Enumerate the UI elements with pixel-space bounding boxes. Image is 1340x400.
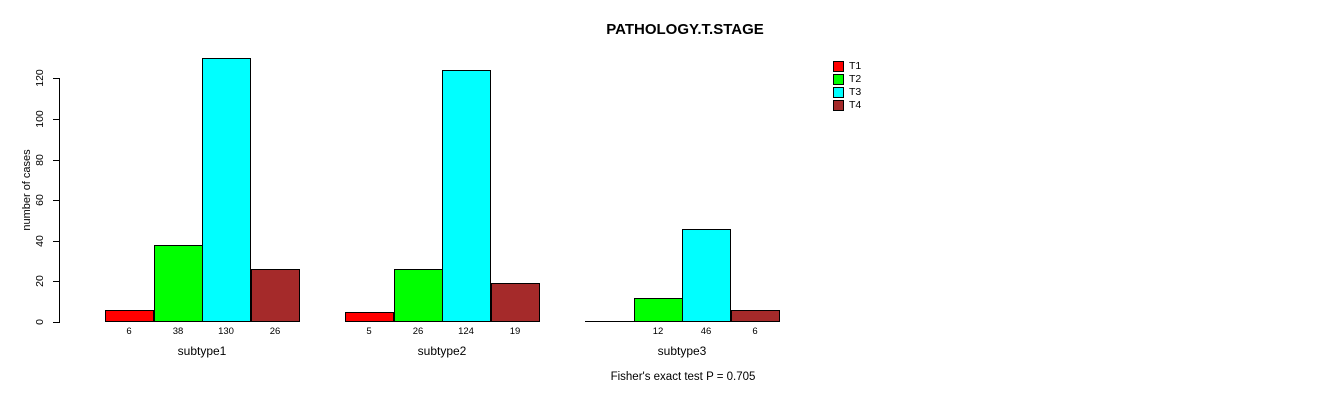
chart-title: PATHOLOGY.T.STAGE bbox=[606, 21, 764, 38]
category-label-subtype2: subtype2 bbox=[417, 344, 467, 358]
bar-value-label: 6 bbox=[752, 326, 758, 337]
legend-item-T3: T3 bbox=[833, 87, 861, 98]
legend-item-T2: T2 bbox=[833, 74, 861, 85]
bar-value-label: 26 bbox=[269, 326, 281, 337]
legend-item-T4: T4 bbox=[833, 100, 861, 111]
category-label-subtype1: subtype1 bbox=[177, 344, 227, 358]
legend-label: T1 bbox=[849, 60, 862, 72]
bar-T2-subtype3 bbox=[634, 298, 683, 322]
legend-swatch-T2 bbox=[833, 74, 844, 85]
bar-T3-subtype2 bbox=[442, 70, 491, 322]
bar-value-label: 12 bbox=[652, 326, 664, 337]
y-axis-line bbox=[59, 78, 60, 323]
legend: T1 T2 T3 T4 bbox=[833, 61, 861, 111]
y-axis-tick-label: 20 bbox=[34, 275, 46, 287]
legend-swatch-T3 bbox=[833, 87, 844, 98]
bar-T4-subtype1 bbox=[251, 269, 300, 322]
legend-label: T4 bbox=[849, 99, 862, 111]
y-axis-tick bbox=[53, 119, 59, 120]
y-axis-tick-label: 60 bbox=[34, 194, 46, 206]
bar-value-label: 130 bbox=[218, 326, 234, 337]
bar-T1-subtype3 bbox=[585, 321, 634, 322]
y-axis-tick bbox=[53, 160, 59, 161]
annotation-text: Fisher's exact test P = 0.705 bbox=[610, 371, 756, 383]
legend-swatch-T1 bbox=[833, 61, 844, 72]
bar-T1-subtype2 bbox=[345, 312, 394, 322]
y-axis-tick bbox=[53, 241, 59, 242]
legend-label: T3 bbox=[849, 86, 862, 98]
bar-value-label: 38 bbox=[172, 326, 184, 337]
y-axis-tick-label: 80 bbox=[34, 154, 46, 166]
y-axis-tick bbox=[53, 322, 59, 323]
y-axis-tick bbox=[53, 78, 59, 79]
bar-value-label: 124 bbox=[458, 326, 474, 337]
y-axis-tick-label: 0 bbox=[34, 319, 46, 325]
category-label-subtype3: subtype3 bbox=[657, 344, 707, 358]
bar-value-label: 26 bbox=[412, 326, 424, 337]
bar-T2-subtype2 bbox=[394, 269, 443, 322]
y-axis-tick bbox=[53, 200, 59, 201]
bar-T4-subtype2 bbox=[491, 283, 540, 322]
bar-T4-subtype3 bbox=[731, 310, 780, 322]
bar-value-label: 5 bbox=[366, 326, 372, 337]
bar-value-label: 6 bbox=[126, 326, 132, 337]
legend-swatch-T4 bbox=[833, 100, 844, 111]
bar-value-label: 19 bbox=[509, 326, 521, 337]
legend-item-T1: T1 bbox=[833, 61, 861, 72]
y-axis-tick-label: 100 bbox=[34, 110, 46, 128]
y-axis-tick-label: 40 bbox=[34, 235, 46, 247]
bar-T1-subtype1 bbox=[105, 310, 154, 322]
bar-value-label: 46 bbox=[700, 326, 712, 337]
y-axis-tick-label: 120 bbox=[34, 69, 46, 87]
bar-T3-subtype1 bbox=[202, 58, 251, 322]
y-axis-tick bbox=[53, 281, 59, 282]
bar-T2-subtype1 bbox=[154, 245, 203, 322]
bar-T3-subtype3 bbox=[682, 229, 731, 322]
legend-label: T2 bbox=[849, 73, 862, 85]
